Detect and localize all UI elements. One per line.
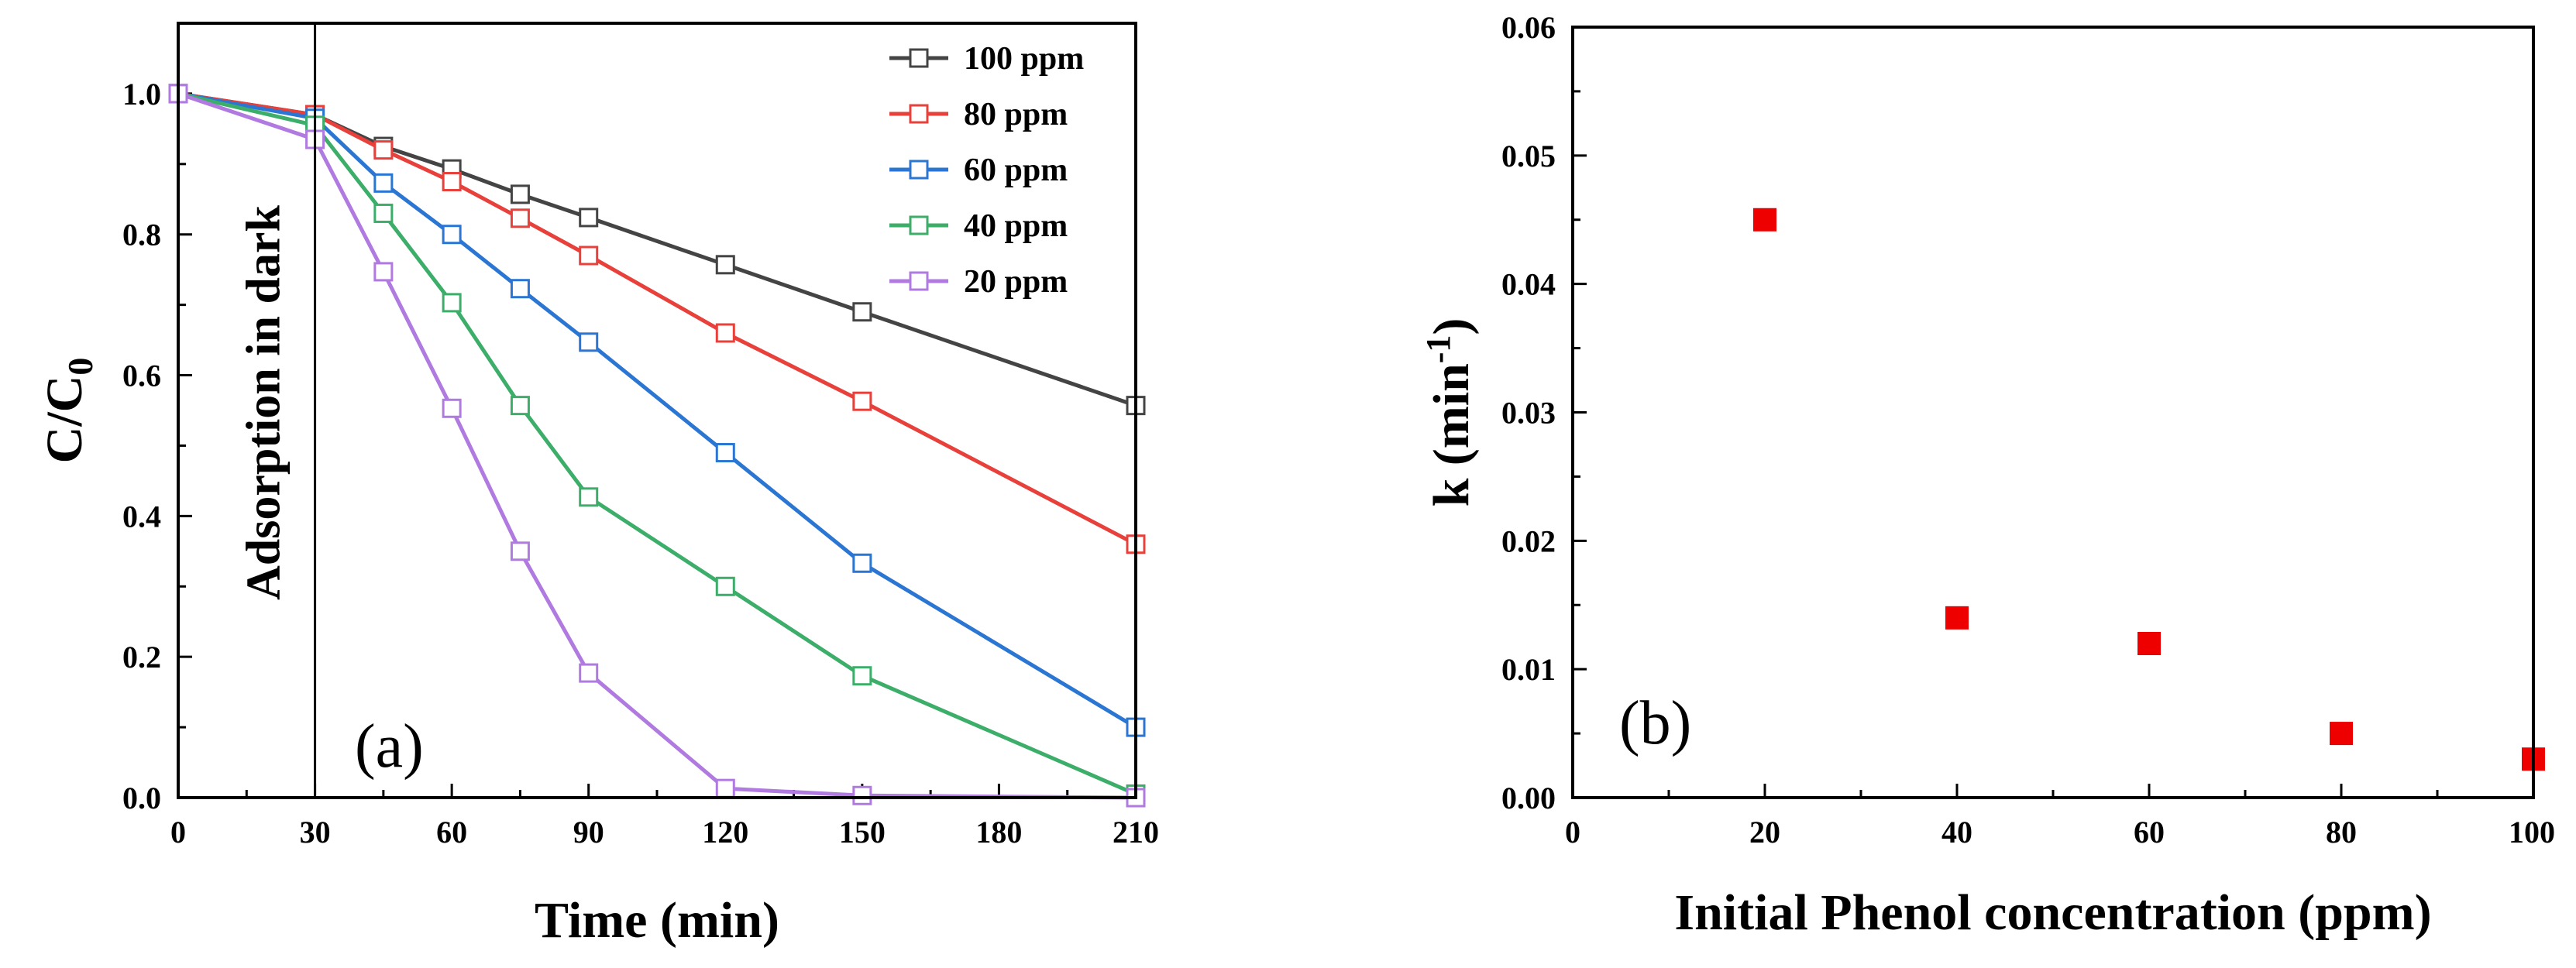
scatter-point (1945, 606, 1969, 630)
panel-b-y-tick-label: 0.03 (1501, 396, 1556, 431)
data-point-80-ppm (510, 208, 530, 228)
data-point-80-ppm (442, 172, 462, 192)
legend-marker-80-ppm (909, 104, 929, 124)
legend-label: 20 ppm (964, 264, 1068, 300)
data-point-20-ppm (373, 262, 394, 282)
panel-a-chart: 0 30 60 90 120 150 180 210 0.0 0.2 0.4 0.6 0.8 1.0 Ad… (36, 22, 1159, 949)
panel-b-x-tick-label: 100 (2509, 815, 2555, 850)
adsorption-annotation: Adsorption in dark (238, 205, 291, 600)
data-point-40-ppm (715, 576, 735, 596)
panel-a-x-tick-label: 30 (300, 815, 331, 850)
panel-a-y-tick-label: 1.0 (122, 77, 161, 112)
panel-a-plot-frame (177, 22, 1137, 799)
panel-b-y-axis-title-close: ) (1423, 318, 1480, 335)
data-point-20-ppm (442, 398, 462, 418)
data-point-20-ppm (715, 778, 735, 798)
legend-label: 80 ppm (964, 97, 1068, 132)
panel-b-chart: 0 20 40 60 80 100 0.00 0.01 0.02 0.03 0.04 0.05 0.06… (1419, 10, 2555, 941)
panel-b-y-tick-label: 0.00 (1501, 781, 1556, 815)
panel-a-x-tick-label: 90 (573, 815, 604, 850)
panel-b-x-tick-label: 20 (1749, 815, 1780, 850)
data-point-60-ppm (442, 225, 462, 245)
data-point-80-ppm (715, 323, 735, 343)
panel-a-legend: 100 ppm 80 ppm 60 ppm 40 ppm 20 ppm (889, 41, 1084, 300)
panel-a-y-tick-label: 0.6 (122, 359, 161, 393)
data-point-40-ppm (579, 487, 599, 507)
panel-b-y-axis-title-superscript: -1 (1419, 335, 1457, 364)
data-point-20-ppm (852, 785, 872, 805)
data-point-60-ppm (715, 443, 735, 463)
data-point-100-ppm (510, 184, 530, 204)
series-line-40-ppm (177, 91, 1137, 796)
panel-b-x-axis-title: Initial Phenol concentration (ppm) (1674, 884, 2431, 941)
panel-b-label: (b) (1619, 689, 1691, 757)
panel-a-y-tick-label: 0.0 (122, 781, 161, 815)
scatter-point (1753, 208, 1776, 232)
panel-b-y-axis-title: k (min-1) (1419, 318, 1480, 507)
series-line-60-ppm (177, 91, 1137, 729)
data-point-40-ppm (373, 203, 394, 223)
panel-b-y-tick-label: 0.02 (1501, 523, 1556, 558)
panel-b-x-tick-label: 60 (2134, 815, 2165, 850)
panel-a-y-tick-label: 0.2 (122, 640, 161, 675)
panel-a-y-tick-label: 0.8 (122, 218, 161, 252)
panel-a-x-tick-label: 120 (702, 815, 748, 850)
panel-a-x-tick-label: 60 (436, 815, 467, 850)
panel-b-y-axis-title-main: k (min (1423, 363, 1480, 506)
panel-a-x-tick-label: 210 (1113, 815, 1159, 850)
data-point-80-ppm (373, 140, 394, 160)
legend-marker-40-ppm (909, 215, 929, 235)
data-point-40-ppm (852, 666, 872, 686)
panel-a-label: (a) (355, 712, 424, 781)
data-point-80-ppm (579, 245, 599, 266)
panel-a-x-tick-label: 0 (170, 815, 186, 850)
data-point-20-ppm (510, 541, 530, 561)
legend-label: 100 ppm (964, 41, 1084, 77)
legend-label: 40 ppm (964, 208, 1068, 244)
data-point-40-ppm (442, 293, 462, 313)
panel-b-x-tick-label: 80 (2326, 815, 2357, 850)
panel-b-y-tick-label: 0.04 (1501, 267, 1556, 302)
panel-a-y-axis-title-main: C/C (36, 376, 93, 464)
panel-b-ticks: 0 20 40 60 80 100 0.00 0.01 0.02 0.03 0.04 0.05 0.06 (1501, 10, 2555, 850)
data-point-60-ppm (579, 332, 599, 352)
panel-a-y-tick-label: 0.4 (122, 499, 161, 534)
panel-a-y-axis-title-subscript: 0 (60, 358, 100, 376)
data-point-100-ppm (715, 255, 735, 275)
panel-a-x-tick-label: 150 (839, 815, 886, 850)
panel-a-y-axis-title: C/C0 (36, 358, 100, 464)
panel-b-x-tick-label: 40 (1941, 815, 1972, 850)
legend-label: 60 ppm (964, 153, 1068, 188)
scatter-point (2137, 632, 2161, 655)
panel-b-y-tick-label: 0.06 (1501, 10, 1556, 45)
data-point-80-ppm (852, 391, 872, 411)
data-point-60-ppm (373, 173, 394, 193)
panel-b-plot-frame (1571, 26, 2535, 799)
scatter-point (2330, 722, 2353, 746)
panel-a-x-axis-title: Time (min) (535, 892, 779, 949)
panel-b-points-group (1753, 208, 2545, 771)
data-point-100-ppm (579, 208, 599, 228)
data-point-20-ppm (579, 663, 599, 683)
data-point-60-ppm (852, 553, 872, 573)
legend-marker-60-ppm (909, 160, 929, 180)
data-point-100-ppm (852, 302, 872, 322)
panel-b-y-tick-label: 0.05 (1501, 139, 1556, 173)
data-point-40-ppm (510, 396, 530, 416)
series-line-20-ppm (177, 91, 1137, 800)
data-point-60-ppm (510, 279, 530, 299)
panel-b-x-tick-label: 0 (1565, 815, 1580, 850)
legend-marker-100-ppm (909, 48, 929, 68)
panel-a-x-tick-label: 180 (975, 815, 1022, 850)
legend-marker-20-ppm (909, 271, 929, 291)
panel-b-y-tick-label: 0.01 (1501, 652, 1556, 687)
